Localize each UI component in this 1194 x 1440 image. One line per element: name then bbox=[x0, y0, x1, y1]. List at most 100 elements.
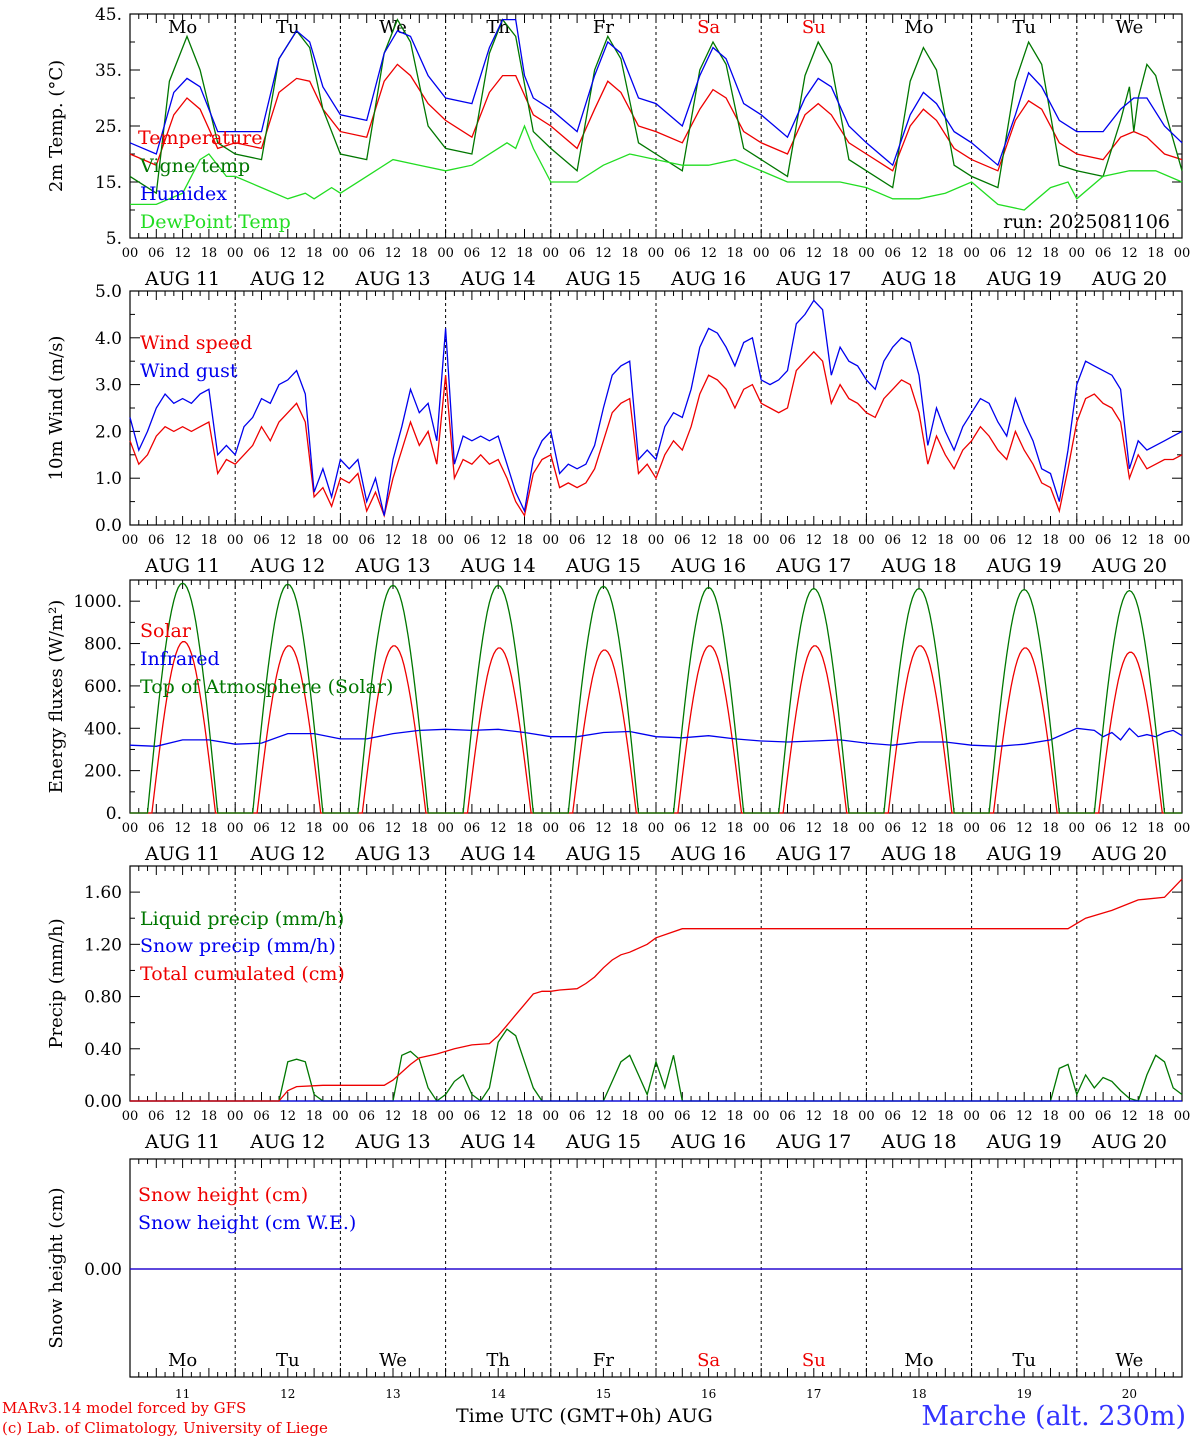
hour-label: 12 bbox=[595, 821, 612, 836]
hour-label: 18 bbox=[411, 821, 428, 836]
series-line bbox=[129, 727, 1183, 747]
hour-label: 12 bbox=[700, 246, 717, 261]
weekday-label: Su bbox=[802, 17, 826, 38]
hour-label: 12 bbox=[385, 246, 402, 261]
hour-label: 12 bbox=[280, 1109, 297, 1124]
date-label: AUG 11 bbox=[144, 268, 220, 290]
hour-label: 06 bbox=[990, 246, 1007, 261]
hour-label: 06 bbox=[674, 533, 691, 548]
hour-label: 00 bbox=[753, 821, 770, 836]
date-label: AUG 19 bbox=[986, 843, 1062, 865]
date-label: AUG 18 bbox=[880, 555, 956, 577]
hour-label: 12 bbox=[700, 821, 717, 836]
legend-entry: Infrared bbox=[140, 648, 220, 670]
hour-label: 12 bbox=[1121, 533, 1138, 548]
hour-label: 18 bbox=[1147, 821, 1164, 836]
hour-label: 18 bbox=[937, 1109, 954, 1124]
y-tick-label: 25. bbox=[95, 117, 122, 137]
y-tick-label: 0.0 bbox=[95, 516, 122, 536]
hour-label: 00 bbox=[122, 246, 139, 261]
hour-label: 00 bbox=[543, 1109, 560, 1124]
hour-label: 00 bbox=[227, 246, 244, 261]
hour-label: 00 bbox=[122, 821, 139, 836]
weekday-label: We bbox=[379, 1350, 407, 1371]
hour-label: 12 bbox=[595, 246, 612, 261]
hour-label: 06 bbox=[674, 821, 691, 836]
hour-label: 06 bbox=[990, 821, 1007, 836]
date-label: AUG 20 bbox=[1091, 268, 1167, 290]
temperature-panel: 5.15.25.35.45.2m Temp. (°C)Mo Tu We Th Fr Sa S… bbox=[46, 5, 1190, 290]
hour-label: 00 bbox=[1174, 533, 1191, 548]
date-label: AUG 16 bbox=[670, 1131, 746, 1153]
hour-label: 12 bbox=[1016, 246, 1033, 261]
hour-label: 18 bbox=[516, 821, 533, 836]
hour-label: 06 bbox=[1095, 1109, 1112, 1124]
precip-panel: 0.00 0.40 0.80 1.20 1.60 Precip (mm/h) Liquid … bbox=[46, 865, 1190, 1153]
date-label: AUG 12 bbox=[249, 843, 325, 865]
hour-label: 12 bbox=[595, 533, 612, 548]
hour-label: 06 bbox=[674, 1109, 691, 1124]
hour-label: 12 bbox=[1016, 821, 1033, 836]
date-label: AUG 11 bbox=[144, 1131, 220, 1153]
hour-label: 18 bbox=[621, 246, 638, 261]
hour-label: 06 bbox=[674, 246, 691, 261]
date-label: AUG 15 bbox=[565, 1131, 641, 1153]
hour-label: 06 bbox=[253, 1109, 270, 1124]
date-label: AUG 17 bbox=[775, 843, 851, 865]
date-label: AUG 18 bbox=[880, 1131, 956, 1153]
y-tick-label: 0.00 bbox=[84, 1260, 122, 1280]
hour-label: 06 bbox=[148, 1109, 165, 1124]
hour-label: 12 bbox=[911, 533, 928, 548]
y-tick-label: 0.80 bbox=[84, 988, 122, 1008]
temperature-frame bbox=[129, 13, 1183, 239]
y-tick-label: 45. bbox=[95, 5, 122, 25]
date-label: AUG 17 bbox=[775, 1131, 851, 1153]
hour-label: 06 bbox=[464, 1109, 481, 1124]
date-label: AUG 13 bbox=[354, 555, 430, 577]
hour-label: 00 bbox=[963, 246, 980, 261]
hour-label: 06 bbox=[1095, 821, 1112, 836]
date-label: AUG 19 bbox=[986, 555, 1062, 577]
y-tick-label: 15. bbox=[95, 173, 122, 193]
y-axis-label: Precip (mm/h) bbox=[46, 918, 67, 1048]
hour-label: 18 bbox=[621, 821, 638, 836]
hour-label: 18 bbox=[1042, 1109, 1059, 1124]
weekday-label: Mo bbox=[904, 17, 933, 38]
weekday-label: Tu bbox=[276, 17, 300, 38]
hour-label: 18 bbox=[727, 1109, 744, 1124]
date-label: AUG 11 bbox=[144, 843, 220, 865]
hour-label: 12 bbox=[595, 1109, 612, 1124]
date-label: AUG 12 bbox=[249, 1131, 325, 1153]
run-annotation: run: 2025081106 bbox=[1003, 211, 1170, 233]
hour-label: 12 bbox=[911, 821, 928, 836]
legend-entry: Liquid precip (mm/h) bbox=[140, 908, 344, 930]
weekday-label: Mo bbox=[168, 1350, 197, 1371]
series-line bbox=[130, 582, 1182, 814]
hour-label: 12 bbox=[700, 1109, 717, 1124]
hour-label: 00 bbox=[122, 1109, 139, 1124]
hour-label: 06 bbox=[464, 533, 481, 548]
legend-entry: Wind speed bbox=[140, 332, 252, 354]
hour-label: 00 bbox=[858, 246, 875, 261]
hour-label: 18 bbox=[621, 533, 638, 548]
hour-label: 12 bbox=[174, 246, 191, 261]
y-tick-label: 2.0 bbox=[95, 422, 122, 442]
hour-label: 00 bbox=[543, 533, 560, 548]
hour-label: 06 bbox=[990, 1109, 1007, 1124]
series-line bbox=[130, 878, 1183, 1102]
hour-label: 18 bbox=[201, 821, 218, 836]
hour-label: 00 bbox=[858, 1109, 875, 1124]
y-tick-label: 0. bbox=[106, 804, 122, 824]
date-label: AUG 17 bbox=[775, 268, 851, 290]
hour-label: 00 bbox=[227, 821, 244, 836]
hour-label: 06 bbox=[569, 533, 586, 548]
legend-entry: Solar bbox=[140, 620, 192, 642]
hour-label: 00 bbox=[332, 1109, 349, 1124]
credit-model: MARv3.14 model forced by GFS bbox=[2, 1399, 247, 1417]
weekday-label: We bbox=[1116, 1350, 1144, 1371]
date-label: AUG 16 bbox=[670, 268, 746, 290]
hour-label: 12 bbox=[280, 246, 297, 261]
hour-label: 00 bbox=[437, 533, 454, 548]
hour-label: 06 bbox=[884, 821, 901, 836]
hour-label: 12 bbox=[700, 533, 717, 548]
